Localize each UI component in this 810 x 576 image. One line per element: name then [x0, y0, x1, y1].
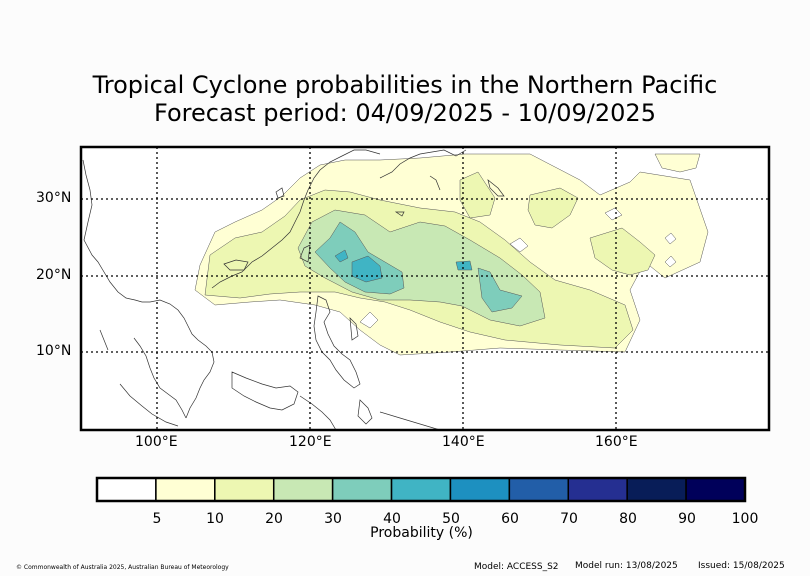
model-run-date: Model run: 13/08/2025	[575, 561, 678, 571]
colorbar-swatch	[96, 477, 157, 502]
colorbar	[96, 477, 746, 502]
lat-label-30n: 30°N	[36, 190, 72, 206]
lat-label-10n: 10°N	[36, 343, 72, 359]
colorbar-swatch	[508, 477, 570, 502]
colorbar-tick: 60	[501, 511, 519, 527]
prob-hole-1	[509, 237, 529, 253]
prob-hole-2	[604, 207, 623, 221]
colorbar-swatch	[272, 477, 334, 502]
graticule	[81, 147, 769, 430]
colorbar-swatch	[567, 477, 628, 502]
prob-band-30b	[477, 267, 523, 313]
coastlines	[82, 149, 505, 430]
colorbar-swatch	[390, 477, 452, 502]
colorbar-swatch	[449, 477, 511, 502]
colorbar-tick: 50	[442, 511, 460, 527]
colorbar-swatch	[626, 477, 687, 502]
colorbar-tick: 70	[560, 511, 578, 527]
lat-label-20n: 20°N	[36, 267, 72, 283]
colorbar-swatch	[155, 477, 216, 502]
colorbar-swatch	[214, 477, 275, 502]
map-frame	[79, 145, 771, 432]
prob-band-10b	[589, 227, 656, 276]
lon-label-100e: 100°E	[135, 434, 178, 450]
colorbar-tick: 100	[731, 511, 759, 527]
map-title: Tropical Cyclone probabilities in the No…	[92, 71, 718, 99]
lon-label-140e: 140°E	[442, 434, 485, 450]
colorbar-tick: 5	[152, 511, 162, 527]
prob-band-5b	[654, 153, 701, 173]
colorbar-label: Probability (%)	[370, 525, 473, 541]
colorbar-frame	[95, 476, 747, 503]
prob-hole-3	[664, 232, 677, 245]
prob-band-40c	[334, 249, 349, 263]
colorbar-tick: 90	[678, 511, 696, 527]
model-name: Model: ACCESS_S2	[474, 562, 559, 572]
colorbar-tick: 20	[265, 511, 283, 527]
prob-hole-4	[664, 255, 677, 268]
map-subtitle: Forecast period: 04/09/2025 - 10/09/2025	[154, 99, 656, 127]
prob-band-40b	[455, 260, 473, 271]
lon-label-120e: 120°E	[289, 434, 332, 450]
colorbar-swatch	[331, 477, 393, 502]
colorbar-tick: 40	[383, 511, 401, 527]
colorbar-tick: 30	[324, 511, 342, 527]
colorbar-tick: 10	[206, 511, 224, 527]
colorbar-swatch	[685, 477, 746, 502]
prob-band-10c	[527, 187, 579, 229]
prob-band-10d	[459, 171, 496, 219]
colorbar-tick: 80	[619, 511, 637, 527]
prob-hole-5	[359, 311, 379, 329]
issued-date: Issued: 15/08/2025	[698, 561, 785, 571]
lon-label-160e: 160°E	[595, 434, 638, 450]
copyright-notice: © Commonwealth of Australia 2025, Austra…	[16, 564, 229, 571]
